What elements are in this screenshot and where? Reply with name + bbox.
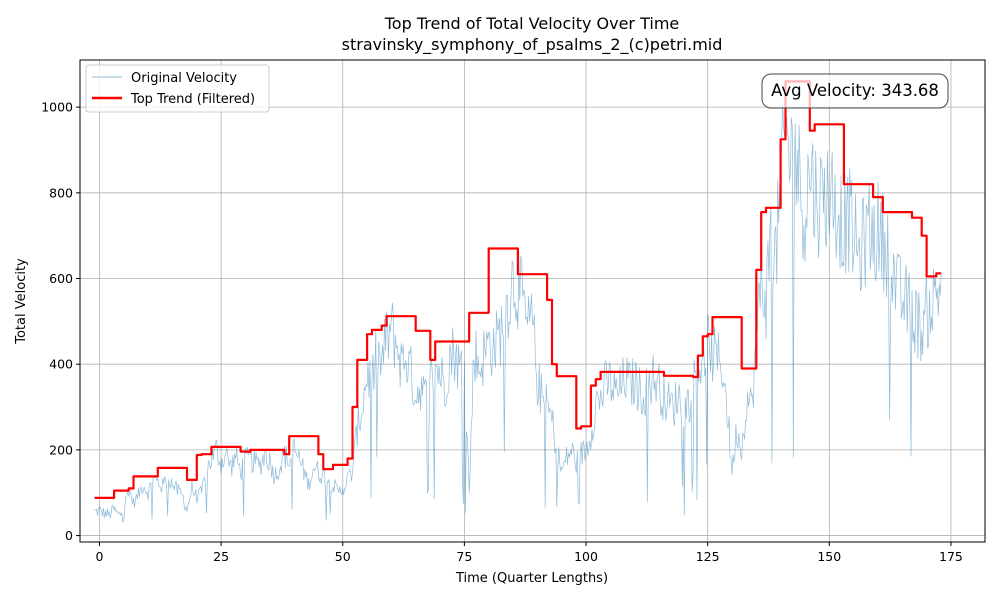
chart-title: Top Trend of Total Velocity Over Time <box>384 14 680 33</box>
grid <box>80 60 985 542</box>
annotation-text: Avg Velocity: 343.68 <box>771 81 939 100</box>
legend: Original Velocity Top Trend (Filtered) <box>85 64 270 113</box>
x-tick-label: 100 <box>574 549 598 564</box>
legend-label-trend: Top Trend (Filtered) <box>130 92 255 107</box>
y-tick-label: 200 <box>49 442 73 457</box>
y-tick-label: 800 <box>49 185 73 200</box>
legend-label-original: Original Velocity <box>131 71 237 86</box>
plot-frame <box>79 59 986 543</box>
x-tick-label: 150 <box>817 549 841 564</box>
x-tick-label: 25 <box>213 549 229 564</box>
top-trend-line <box>94 80 942 499</box>
chart-subtitle: stravinsky_symphony_of_psalms_2_(c)petri… <box>342 35 723 55</box>
original-velocity-line <box>94 103 942 523</box>
x-tick-label: 125 <box>696 549 720 564</box>
y-tick-label: 0 <box>65 528 73 543</box>
x-axis-ticks: 0 25 50 75 100 125 150 175 <box>95 542 963 564</box>
avg-velocity-annotation: Avg Velocity: 343.68 <box>761 73 949 109</box>
x-tick-label: 50 <box>335 549 351 564</box>
y-tick-label: 400 <box>49 357 73 372</box>
x-axis-label: Time (Quarter Lengths) <box>455 571 608 586</box>
x-tick-label: 175 <box>939 549 963 564</box>
annotation-box <box>761 73 949 109</box>
y-axis-label: Total Velocity <box>14 258 29 345</box>
plot-area: 0 25 50 75 100 125 150 175 0 200 400 600 800 1000 <box>41 59 986 564</box>
x-tick-label: 75 <box>456 549 472 564</box>
legend-box <box>85 64 270 113</box>
series-original-velocity <box>94 103 942 523</box>
y-tick-label: 600 <box>49 271 73 286</box>
series-top-trend <box>94 80 942 499</box>
x-tick-label: 0 <box>95 549 103 564</box>
y-axis-ticks: 0 200 400 600 800 1000 <box>41 100 80 543</box>
y-tick-label: 1000 <box>41 100 73 115</box>
